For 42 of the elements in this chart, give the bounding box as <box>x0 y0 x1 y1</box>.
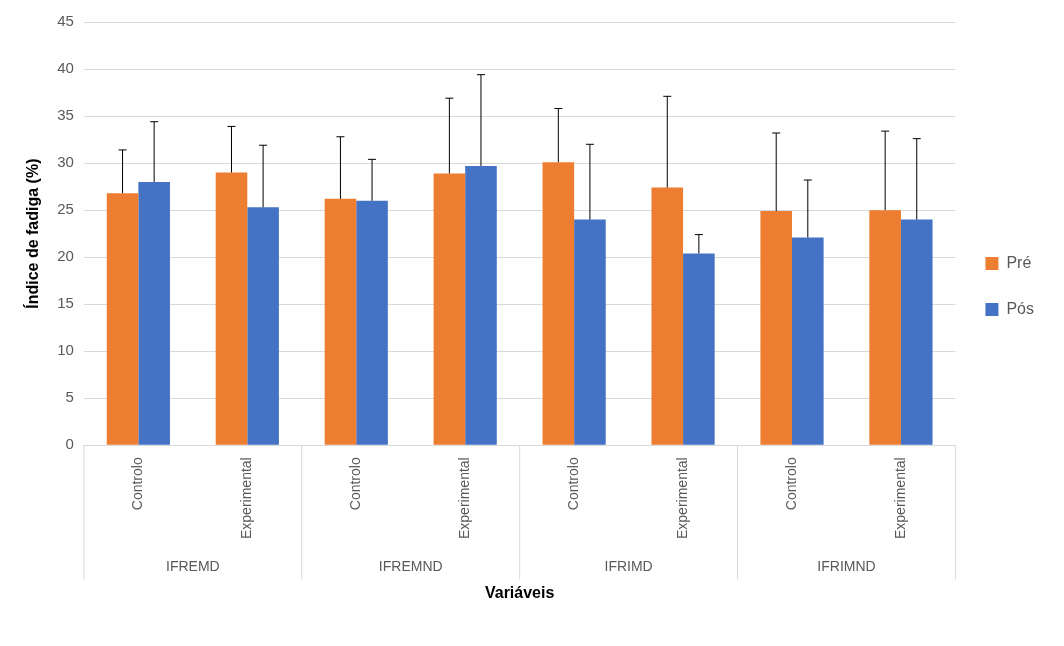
y-tick-label: 5 <box>65 388 74 406</box>
bar <box>574 219 606 445</box>
bar <box>760 211 793 445</box>
legend-label: Pré <box>1006 253 1032 271</box>
x-tick-label: Controlo <box>129 457 146 511</box>
bar <box>324 198 357 445</box>
text: IFRIMND <box>817 558 876 575</box>
x-axis-title: Variáveis <box>484 583 555 601</box>
text: IFREMND <box>378 558 443 575</box>
x-tick-label: Experimental <box>673 457 690 539</box>
bar <box>356 200 388 445</box>
bar <box>215 172 248 445</box>
y-tick-label: 0 <box>65 435 74 453</box>
bar <box>465 165 497 445</box>
bar <box>900 219 933 445</box>
y-tick-label: 25 <box>57 200 74 218</box>
y-tick-label: 30 <box>57 153 74 171</box>
x-tick-label: Controlo <box>782 457 799 511</box>
y-tick-label: 15 <box>57 294 74 312</box>
y-axis-title: Índice de fadiga (%) <box>23 158 42 309</box>
bar <box>869 210 901 445</box>
bar <box>247 207 279 445</box>
legend-label: Pós <box>1006 299 1035 317</box>
bar <box>542 162 575 445</box>
bar <box>792 237 824 445</box>
bar <box>106 193 139 445</box>
y-tick-label: 45 <box>57 12 74 30</box>
y-tick-label: 40 <box>57 59 74 77</box>
y-tick-label: 20 <box>57 247 74 265</box>
x-tick-label: Controlo <box>347 457 364 511</box>
bar <box>683 253 715 445</box>
x-tick-label: Experimental <box>456 457 473 539</box>
x-tick-label: Controlo <box>564 457 581 511</box>
x-tick-label: Experimental <box>238 457 255 539</box>
x-tick-label: Experimental <box>891 457 908 539</box>
y-tick-label: 10 <box>57 341 74 359</box>
text: IFRIMD <box>604 558 653 575</box>
y-tick-label: 35 <box>57 106 74 124</box>
text: IFREMD <box>165 558 220 575</box>
bar <box>433 173 466 445</box>
bar <box>138 181 170 445</box>
bar <box>651 187 684 445</box>
